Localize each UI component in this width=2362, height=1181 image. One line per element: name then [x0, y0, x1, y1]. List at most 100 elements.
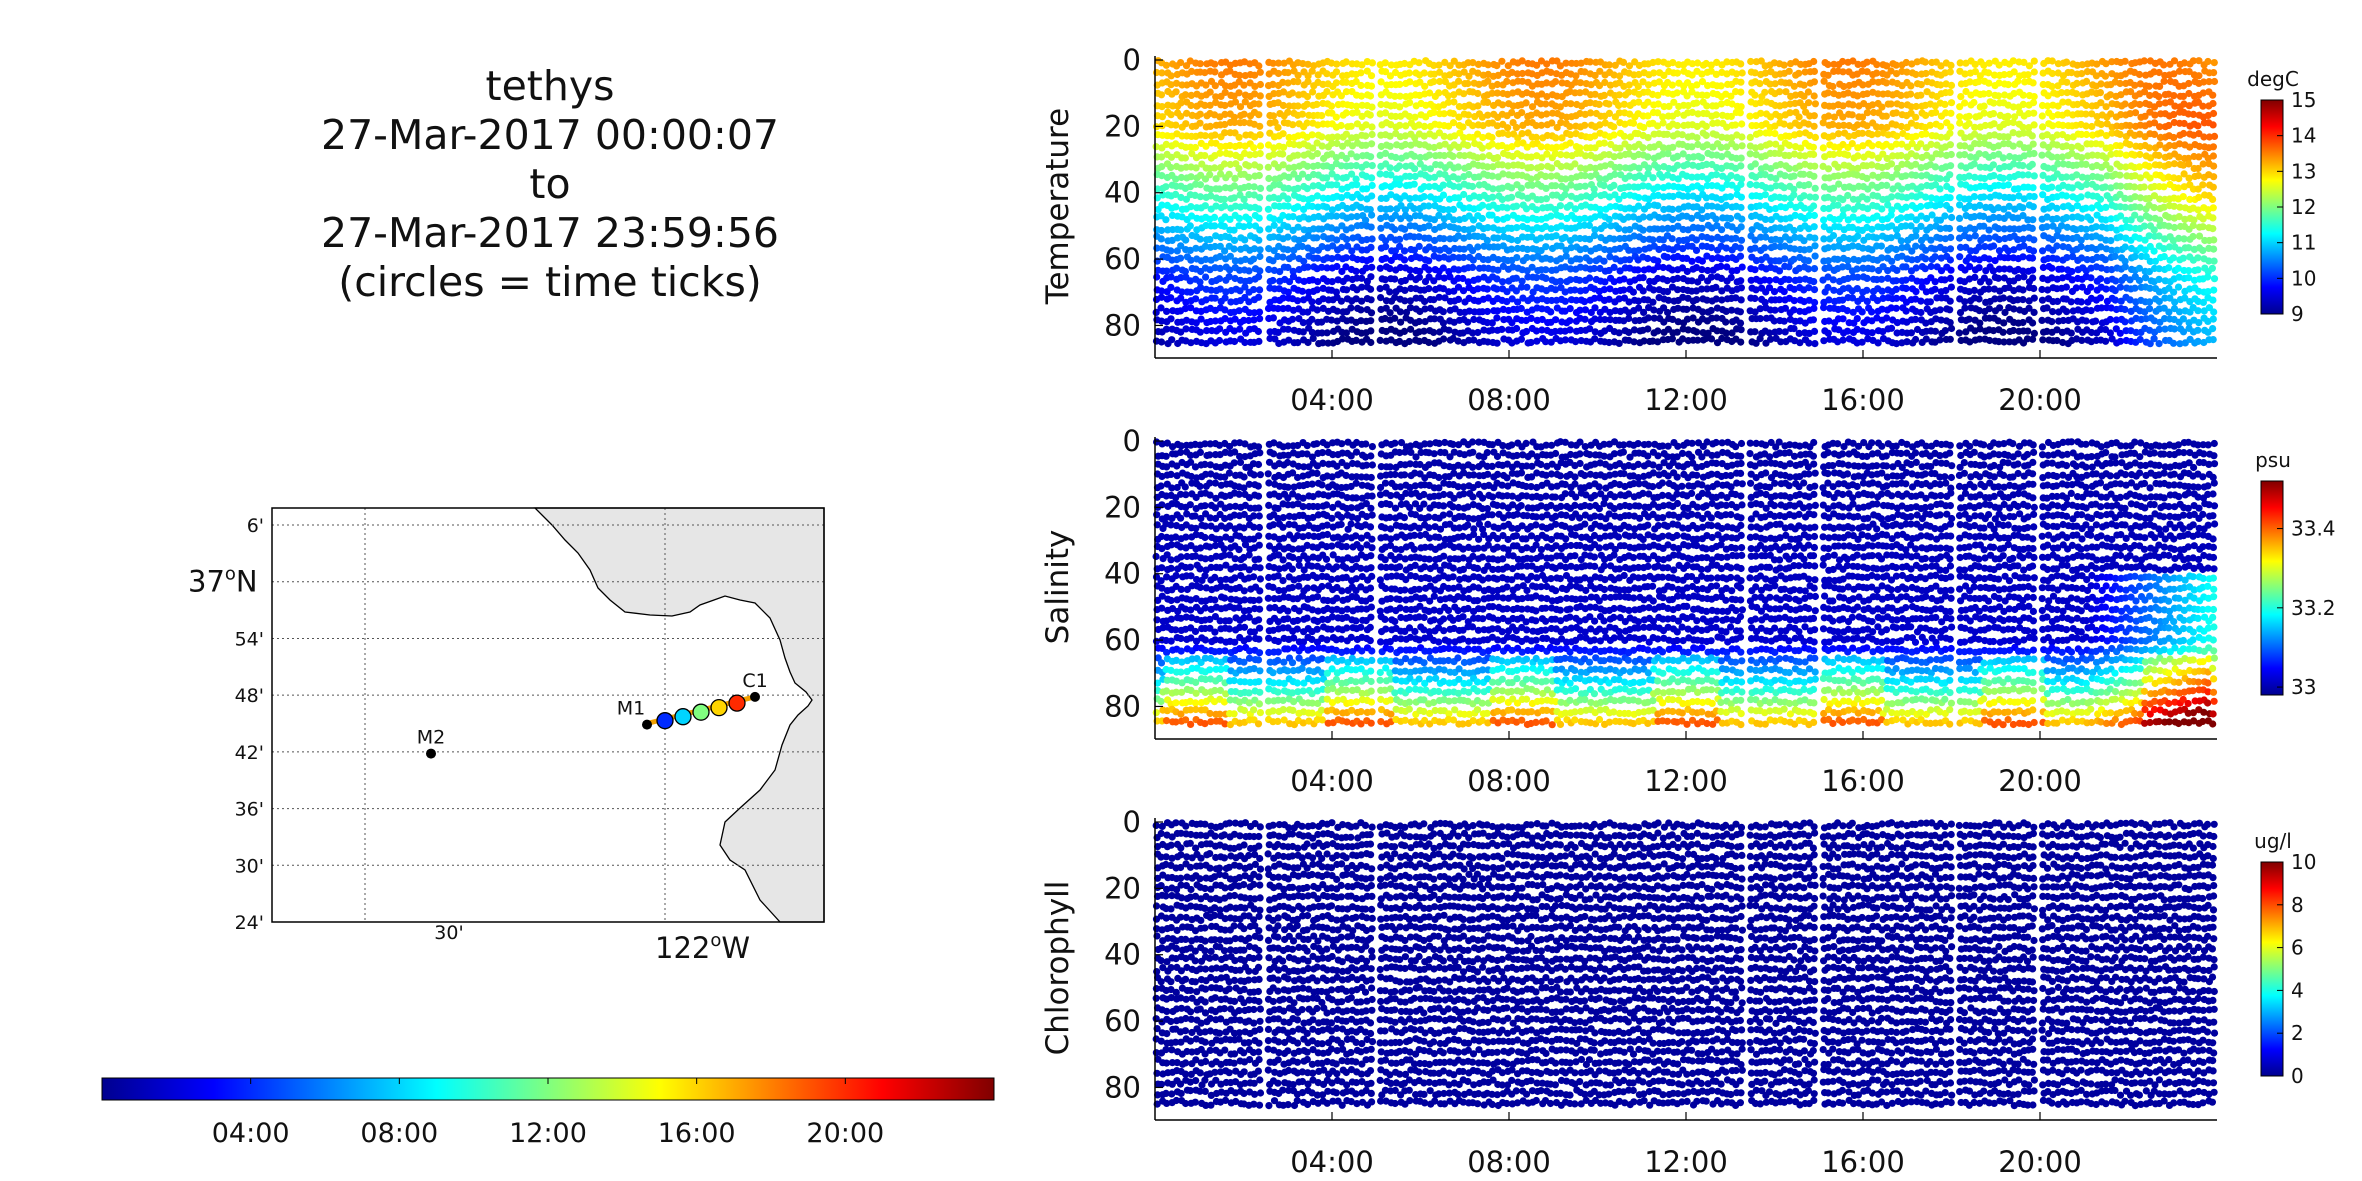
coastline-land — [533, 507, 825, 923]
temperature-dot — [1980, 109, 1988, 117]
temperature-dot — [1352, 77, 1360, 86]
temperature-dot — [1839, 315, 1847, 323]
temperature-dot — [1781, 194, 1789, 202]
temperature-dot — [1197, 315, 1205, 323]
temperature-dot — [1547, 308, 1555, 316]
temperature-dot — [1420, 193, 1428, 201]
temperature-dot — [1221, 120, 1229, 129]
temperature-dot — [1512, 202, 1521, 210]
temperature-dot — [1256, 267, 1264, 275]
temperature-dot — [1872, 234, 1881, 242]
temperature-dot — [1907, 329, 1915, 337]
temperature-dot — [1250, 286, 1258, 294]
temperature-dot — [1294, 184, 1302, 192]
temperature-dot — [1172, 190, 1180, 198]
temperature-dot — [1221, 315, 1229, 323]
temperature-dot — [1157, 212, 1165, 220]
temperature-dot — [1396, 181, 1404, 189]
temperature-dot — [1216, 149, 1224, 157]
temperature-dot — [1595, 100, 1603, 108]
temperature-dot — [1255, 205, 1263, 213]
temperature-dot — [1254, 327, 1262, 336]
temperature-dot — [1366, 92, 1375, 100]
temperature-dot — [1172, 175, 1180, 183]
vehicle-track — [646, 694, 756, 730]
temperature-dot — [1251, 82, 1259, 90]
temperature-dot — [1887, 324, 1896, 332]
temperature-dot — [1192, 164, 1200, 172]
temperature-dot — [1381, 109, 1390, 117]
temperature-dot — [1946, 335, 1954, 343]
temperature-dot — [1256, 315, 1264, 323]
temperature-dot — [1809, 316, 1817, 324]
temperature-dot — [1172, 203, 1180, 211]
temperature-dot — [1971, 232, 1979, 240]
temperature-dot — [1533, 206, 1541, 214]
temperature-dot — [1824, 257, 1832, 265]
temperature-dot — [1947, 324, 1956, 333]
temperature-dot — [1994, 92, 2003, 100]
temperature-dot — [1196, 328, 1204, 336]
temperature-dot — [1518, 109, 1526, 117]
temperature-dot — [1294, 151, 1302, 159]
temperature-dot — [1162, 183, 1170, 191]
temperature-dot — [1279, 78, 1287, 86]
temperature-dot — [1308, 67, 1316, 75]
temperature-dot — [1211, 68, 1219, 76]
map-lat-tick-label: 42' — [235, 742, 264, 764]
temperature-dot — [1250, 316, 1258, 324]
temperature-dot — [1811, 162, 1819, 170]
temperature-dot — [1820, 304, 1828, 312]
temperature-dot — [1970, 160, 1978, 168]
temperature-dot — [1363, 67, 1371, 75]
temperature-dot — [1207, 192, 1215, 200]
temperature-dot — [1712, 215, 1720, 223]
temperature-dot — [1722, 318, 1730, 326]
temperature-dot — [1299, 170, 1307, 178]
temperature-dot — [1513, 324, 1521, 333]
temperature-dot — [1600, 257, 1608, 265]
temperature-dot — [2029, 266, 2037, 274]
temperature-dot — [1493, 339, 1501, 347]
temperature-dot — [1227, 298, 1235, 306]
temperature-dot — [1250, 183, 1258, 191]
temperature-dot — [1411, 165, 1419, 173]
temperature-dot — [1941, 327, 1949, 335]
temperature-dot — [1202, 81, 1210, 89]
temperature-dot — [1639, 287, 1647, 295]
temperature-dot — [1358, 61, 1366, 69]
temperature-dot — [1207, 286, 1215, 294]
temperature-dot — [1337, 243, 1346, 252]
temperature-dot — [1230, 236, 1239, 244]
temperature-dot — [1877, 242, 1885, 250]
temperature-dot — [1396, 80, 1404, 88]
temperature-dot — [1931, 327, 1939, 335]
temperature-dot — [1882, 79, 1890, 87]
temperature-dot — [1347, 162, 1355, 170]
time-colorbar: 04:00 08:00 12:00 16:00 20:00 — [101, 1077, 995, 1149]
temperature-dot — [1858, 308, 1866, 316]
time-colorbar-tick-label: 08:00 — [360, 1118, 438, 1149]
temperature-dot — [1386, 205, 1394, 213]
temperature-dot — [1221, 101, 1229, 110]
temperature-dot — [1192, 244, 1200, 252]
temperature-dot — [1196, 119, 1204, 127]
temperature-dot — [1366, 111, 1374, 119]
temperature-dot — [1187, 304, 1195, 312]
temperature-dot — [1362, 264, 1370, 272]
time-tick-circle — [710, 698, 728, 717]
temperature-dot — [1342, 173, 1350, 182]
temperature-dot — [1285, 184, 1293, 193]
temperature-dot — [1202, 255, 1210, 263]
temperature-dot — [1571, 160, 1579, 168]
temperature-dot — [1162, 325, 1171, 333]
temperature-dot — [1576, 255, 1584, 263]
temperature-dot — [1274, 124, 1282, 132]
temperature-dot — [1206, 171, 1214, 179]
temperature-dot — [1489, 193, 1497, 201]
temperature-dot — [1917, 297, 1925, 305]
temperature-dot — [1284, 202, 1292, 210]
temperature-dot — [1917, 308, 1925, 317]
temperature-dot — [1245, 162, 1253, 170]
